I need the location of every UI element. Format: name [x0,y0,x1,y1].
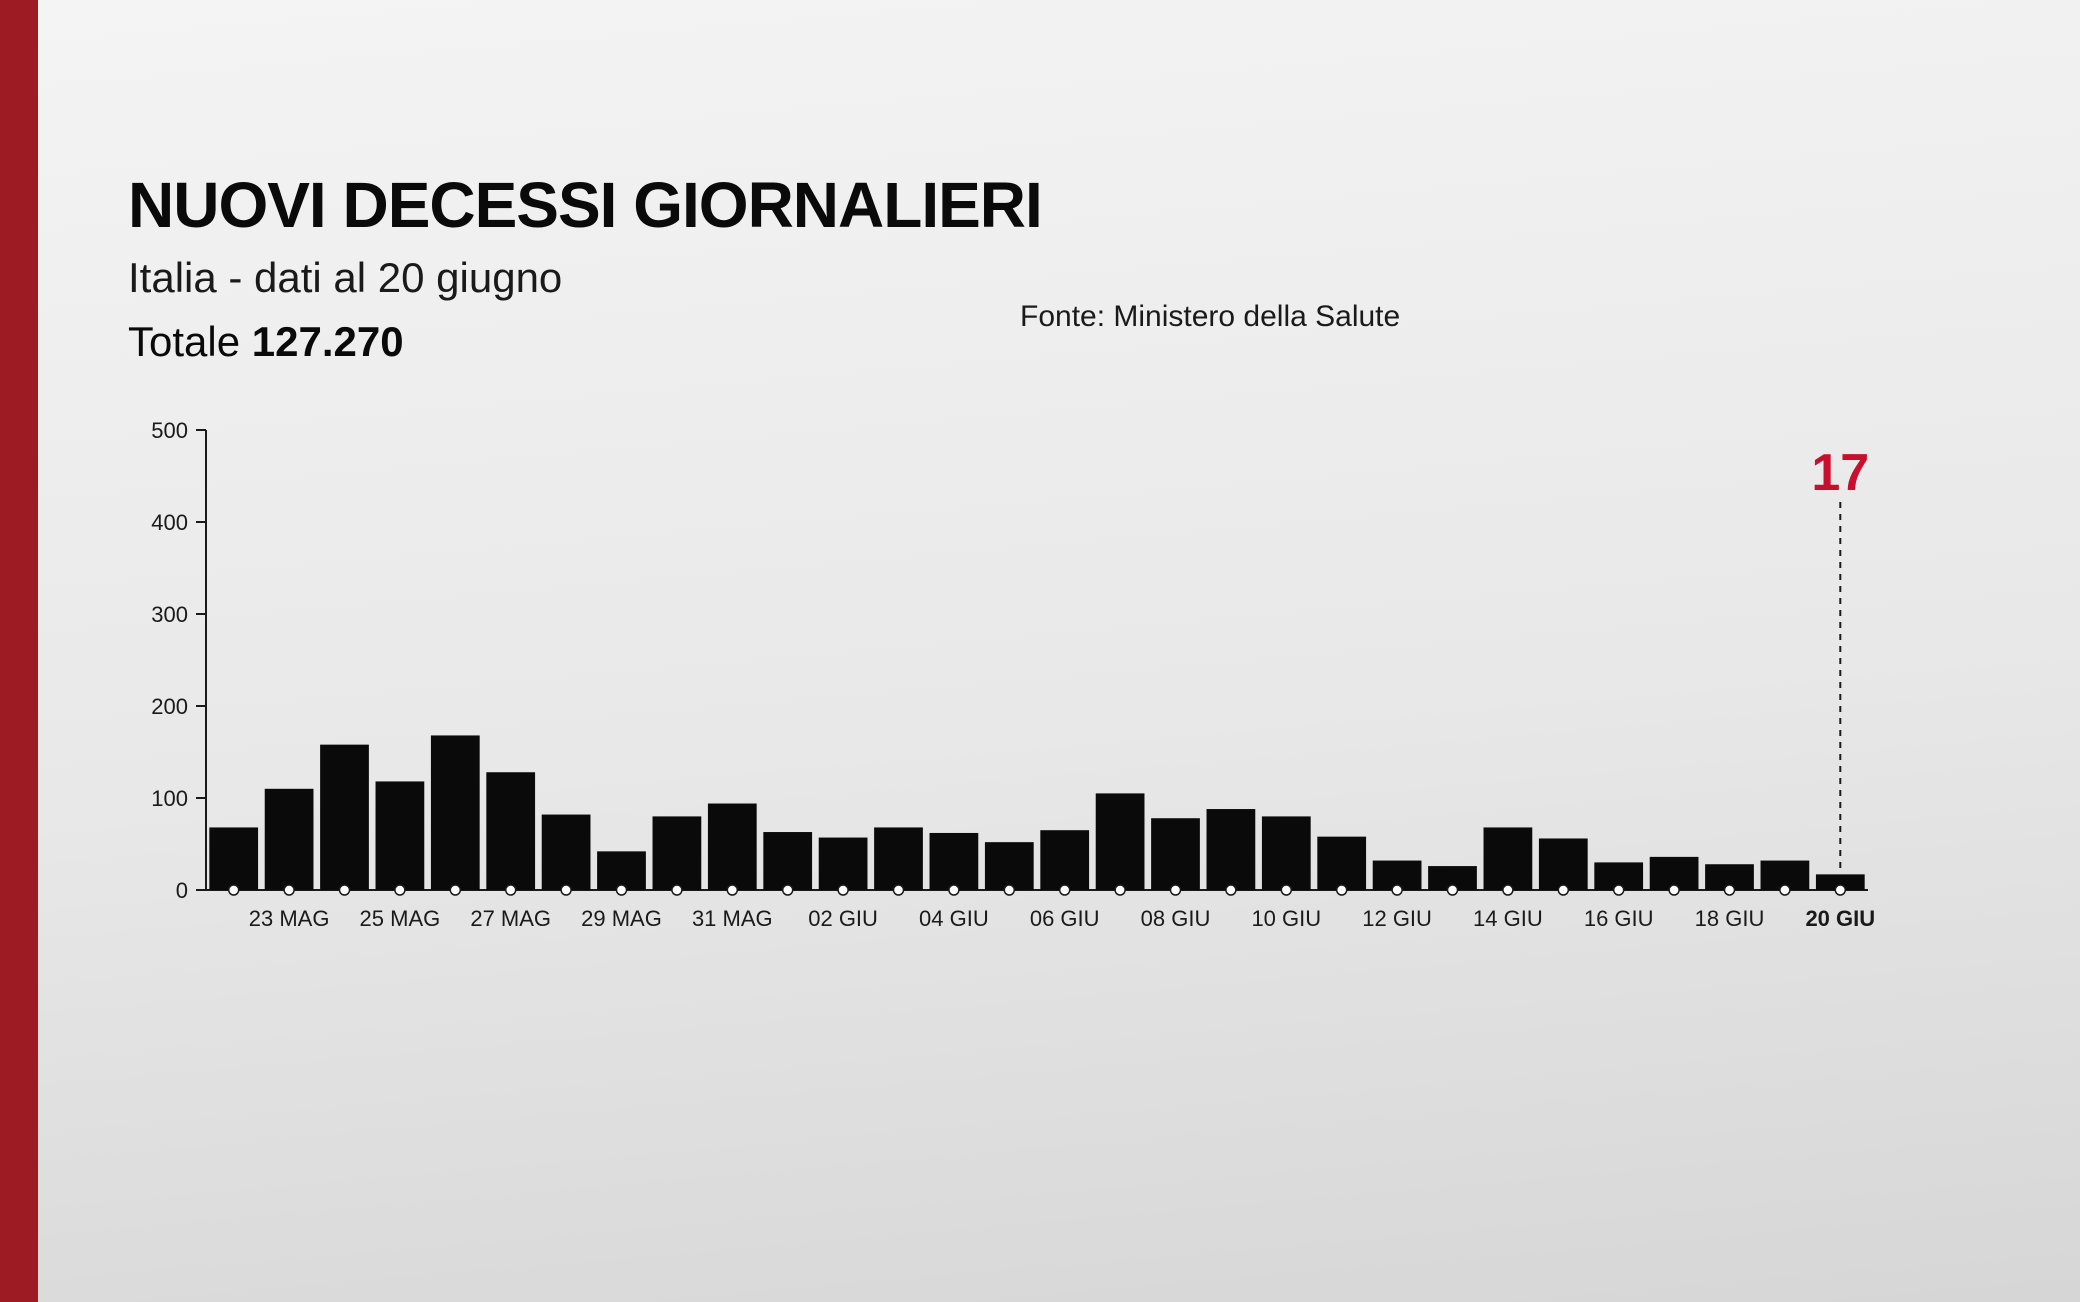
chart-subtitle: Italia - dati al 20 giugno [128,254,2020,302]
baseline-marker [617,885,627,895]
baseline-marker [1614,885,1624,895]
bar-chart: 0 100 200 300 400 500 23 MAG 25 MAG 27 MAG 29 MAG… [128,420,1888,960]
ytick-label: 200 [151,694,188,719]
bar [653,816,702,890]
ytick-label: 300 [151,602,188,627]
baseline-marker [949,885,959,895]
ytick-label: 500 [151,420,188,443]
xtick-label: 23 MAG [249,906,330,931]
baseline-marker [1725,885,1735,895]
bar [1317,837,1366,890]
baseline-marker [783,885,793,895]
xtick-label: 29 MAG [581,906,662,931]
xtick-label: 08 GIU [1141,906,1211,931]
bar [708,804,757,890]
baseline-marker [229,885,239,895]
callout-value: 17 [1811,444,1869,502]
baseline-marker [340,885,350,895]
xtick-label: 02 GIU [808,906,878,931]
xtick-label: 20 GIU [1805,906,1875,931]
baseline-marker [894,885,904,895]
bar [1207,809,1256,890]
xtick-label: 14 GIU [1473,906,1543,931]
ytick-label: 100 [151,786,188,811]
baseline-marker [284,885,294,895]
baseline-marker [1060,885,1070,895]
bar [542,815,591,890]
bar [597,851,646,890]
baseline-marker [672,885,682,895]
baseline-marker [506,885,516,895]
baseline-marker [561,885,571,895]
xtick-label: 25 MAG [360,906,441,931]
baseline-marker [1115,885,1125,895]
baseline-marker [395,885,405,895]
baseline-marker [727,885,737,895]
xtick-label: 31 MAG [692,906,773,931]
xtick-label: 18 GIU [1695,906,1765,931]
total-value: 127.270 [252,318,404,365]
baseline-marker [1448,885,1458,895]
source-label: Fonte: Ministero della Salute [1020,300,1400,334]
baseline-marker [1281,885,1291,895]
baseline-marker [1004,885,1014,895]
baseline-marker [1337,885,1347,895]
bar [431,735,480,890]
chart-title: NUOVI DECESSI GIORNALIERI [128,168,2020,242]
bar [265,789,314,890]
baseline-marker [1226,885,1236,895]
baseline-marker [1392,885,1402,895]
baseline-marker [450,885,460,895]
baseline-marker [1503,885,1513,895]
xtick-label: 16 GIU [1584,906,1654,931]
bar [1040,830,1089,890]
xtick-label: 10 GIU [1251,906,1321,931]
bar [763,832,812,890]
bar [1151,818,1200,890]
baseline-marker [1835,885,1845,895]
bar [320,745,369,890]
xtick-label: 12 GIU [1362,906,1432,931]
bar [209,827,258,890]
chart-svg: 0 100 200 300 400 500 23 MAG 25 MAG 27 MAG 29 MAG… [128,420,1888,960]
bar [376,781,425,890]
ytick-label: 0 [176,878,188,903]
bar [819,838,868,890]
left-accent-stripe [0,0,38,1302]
ytick-label: 400 [151,510,188,535]
bar [1262,816,1311,890]
baseline-marker [1669,885,1679,895]
xtick-label: 06 GIU [1030,906,1100,931]
bar [1539,838,1588,890]
baseline-marker [1558,885,1568,895]
baseline-marker [1780,885,1790,895]
bar [874,827,923,890]
total-label: Totale [128,318,252,365]
bar [486,772,535,890]
xtick-label: 04 GIU [919,906,989,931]
baseline-marker [838,885,848,895]
bar [930,833,979,890]
bar [1484,827,1533,890]
bar [985,842,1034,890]
xtick-label: 27 MAG [470,906,551,931]
baseline-marker [1171,885,1181,895]
header-block: NUOVI DECESSI GIORNALIERI Italia - dati … [128,168,2020,366]
bar [1096,793,1145,890]
